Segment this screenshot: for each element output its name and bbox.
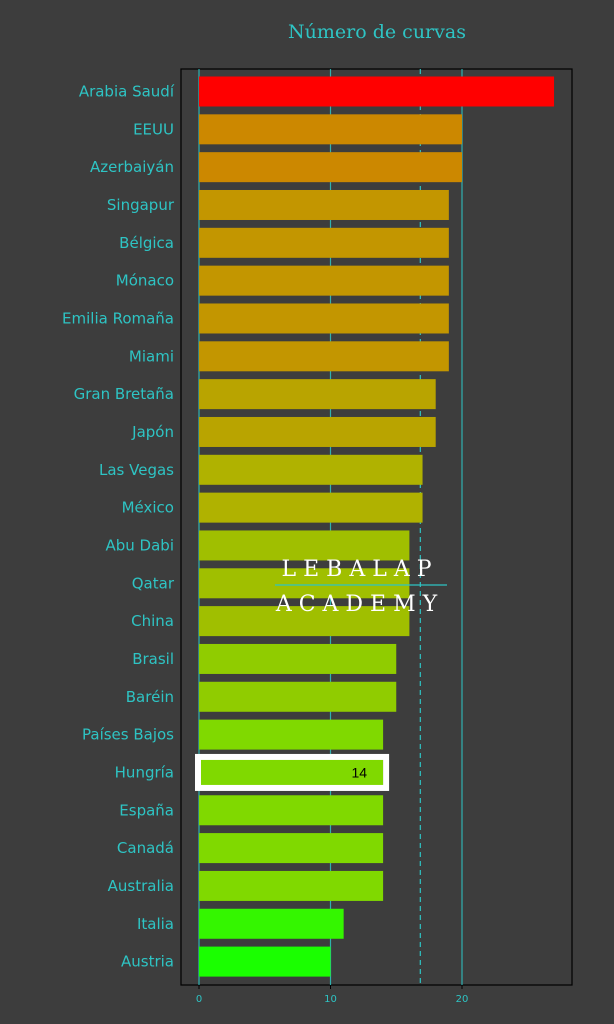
watermark-line1: LEBALAP <box>281 557 438 582</box>
bar <box>199 606 410 637</box>
category-label: Austria <box>121 953 174 971</box>
x-tick-label: 10 <box>324 994 337 1005</box>
bar <box>199 341 449 372</box>
bar <box>199 379 436 410</box>
category-label: Azerbaiyán <box>90 158 174 176</box>
x-tick-label: 20 <box>456 994 469 1005</box>
category-label: Arabia Saudí <box>79 83 175 101</box>
watermark-line2: ACADEMY <box>275 592 444 617</box>
bar <box>199 530 410 561</box>
bar <box>199 833 384 864</box>
category-label: Miami <box>129 347 174 365</box>
bar <box>199 189 449 220</box>
category-label: Bélgica <box>119 234 174 252</box>
category-label: Países Bajos <box>82 726 174 744</box>
bar <box>199 795 384 826</box>
bar <box>199 757 384 788</box>
highlight-border <box>195 753 390 791</box>
category-label: Italia <box>137 915 174 933</box>
bar <box>199 681 397 712</box>
chart-title: Número de curvas <box>288 21 466 43</box>
category-label: Emilia Romaña <box>62 309 174 327</box>
category-label: Japón <box>131 423 174 441</box>
category-label: Baréin <box>126 688 174 706</box>
bar <box>199 76 555 107</box>
highlight: 14 <box>195 753 390 791</box>
x-axis-ticks: 0 10 20 <box>196 985 469 1005</box>
category-labels: Arabia Saudí EEUU Azerbaiyán Singapur Bélgic… <box>62 83 175 971</box>
bar-value-label: 14 <box>352 764 368 780</box>
bar <box>199 492 423 523</box>
category-label: Australia <box>108 877 174 895</box>
bar <box>199 114 462 145</box>
watermark: LEBALAP ACADEMY <box>275 557 447 617</box>
category-label: Singapur <box>107 196 175 214</box>
bar <box>199 643 397 674</box>
bar <box>199 908 344 939</box>
bar <box>199 227 449 258</box>
category-label: Hungría <box>115 763 174 781</box>
bar <box>199 152 462 183</box>
category-label: Qatar <box>132 574 175 592</box>
category-label: Mónaco <box>116 272 174 290</box>
bar <box>199 870 384 901</box>
bar <box>199 946 331 977</box>
bar <box>199 719 384 750</box>
plot-frame <box>180 68 573 986</box>
category-label: Gran Bretaña <box>74 385 174 403</box>
grid-lines <box>198 69 463 985</box>
bar <box>199 416 436 447</box>
category-label: China <box>131 612 174 630</box>
category-label: EEUU <box>133 120 174 138</box>
category-label: Canadá <box>117 839 174 857</box>
bar <box>199 265 449 296</box>
bar <box>199 303 449 334</box>
category-label: Abu Dabi <box>106 536 175 554</box>
category-label: Brasil <box>132 650 174 668</box>
x-tick-label: 0 <box>196 994 202 1005</box>
bar <box>199 568 410 599</box>
category-label: Las Vegas <box>99 461 174 479</box>
category-label: México <box>122 499 174 517</box>
bar <box>199 454 423 485</box>
bars <box>199 76 555 977</box>
category-label: España <box>119 801 174 819</box>
